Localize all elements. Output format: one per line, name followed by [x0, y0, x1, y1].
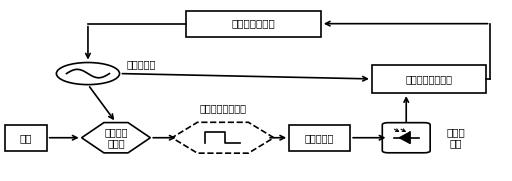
Bar — [5, 125, 47, 151]
Text: 控制及处理单元: 控制及处理单元 — [231, 19, 275, 29]
Bar — [289, 125, 350, 151]
Bar — [372, 65, 486, 93]
Text: 微波幅相接收模块: 微波幅相接收模块 — [406, 74, 453, 84]
Polygon shape — [399, 132, 410, 143]
Polygon shape — [172, 122, 274, 153]
Text: 光希尔伯特变换器: 光希尔伯特变换器 — [199, 103, 246, 113]
Text: 待测光器件: 待测光器件 — [305, 133, 334, 143]
Text: 光双边带
调制器: 光双边带 调制器 — [104, 127, 127, 149]
Polygon shape — [81, 123, 151, 153]
Bar — [186, 11, 321, 37]
Text: 光源: 光源 — [19, 133, 32, 143]
Circle shape — [56, 62, 119, 85]
FancyBboxPatch shape — [382, 123, 430, 153]
Text: 光电探
测器: 光电探 测器 — [446, 127, 465, 149]
Text: 微波扫频源: 微波扫频源 — [126, 59, 156, 69]
